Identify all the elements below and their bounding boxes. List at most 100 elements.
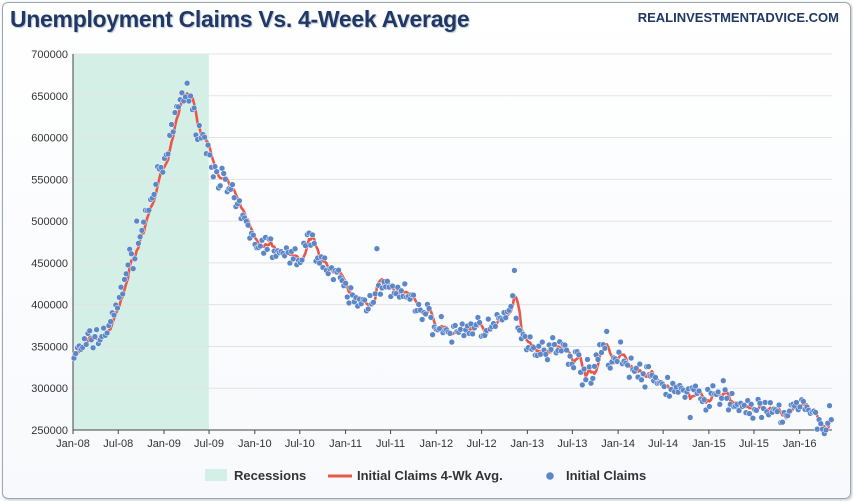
claims-point [446, 330, 454, 337]
claims-point [775, 401, 783, 409]
claims-point [119, 290, 126, 298]
claims-point [641, 383, 649, 391]
claims-point [591, 363, 598, 370]
claims-point [767, 399, 774, 406]
claims-point [774, 408, 781, 415]
claims-point [298, 256, 306, 264]
legend: Recessions Initial Claims 4-Wk Avg. Init… [205, 468, 646, 483]
claims-point [822, 426, 830, 434]
claims-point [117, 284, 125, 291]
claims-point [716, 401, 723, 408]
legend-swatch-recessions [205, 469, 227, 481]
claims-point [584, 356, 591, 363]
claims-point [347, 284, 354, 291]
claims-point [229, 181, 236, 188]
claims-point [335, 267, 342, 274]
claims-point [558, 347, 565, 355]
claims-point [448, 338, 455, 346]
claims-point [438, 313, 445, 320]
claims-point [615, 349, 623, 356]
claims-point [469, 330, 476, 338]
claims-point [110, 311, 118, 319]
claims-point [217, 182, 224, 189]
claims-point [626, 374, 633, 381]
claims-point [793, 399, 800, 406]
y-tick-label: 400000 [31, 300, 68, 312]
claims-point [748, 401, 755, 408]
claims-point [236, 197, 243, 204]
claims-point [607, 364, 614, 372]
claims-point [130, 265, 137, 272]
claims-point [128, 250, 135, 257]
claims-point [526, 333, 534, 341]
claims-point [570, 364, 577, 371]
x-tick-label: Jul-08 [103, 438, 133, 450]
claims-point [725, 406, 732, 414]
claims-point [140, 218, 147, 226]
y-tick-label: 350000 [31, 341, 68, 353]
claims-point [721, 386, 729, 393]
claims-point [720, 377, 727, 384]
claims-point [636, 360, 643, 368]
claims-point [753, 407, 760, 414]
claims-point [796, 403, 804, 411]
claims-point [83, 341, 90, 348]
claims-point [476, 319, 483, 326]
claims-point [311, 240, 318, 247]
claims-point [579, 381, 586, 389]
claims-point [131, 255, 139, 262]
claims-point [624, 361, 631, 369]
claims-point [107, 318, 114, 325]
x-tick-label: Jul-14 [648, 438, 678, 450]
claims-point [206, 151, 213, 159]
claims-point [613, 358, 621, 365]
y-tick-label: 650000 [31, 91, 68, 103]
claims-point [761, 399, 769, 406]
claims-point [86, 327, 93, 334]
claims-point [627, 354, 635, 362]
claims-point [220, 170, 227, 177]
x-tick-label: Jan-09 [147, 438, 181, 450]
claims-point [377, 291, 384, 298]
claims-point [652, 374, 659, 381]
claims-point [290, 255, 297, 263]
claims-point [709, 382, 717, 389]
claims-point [389, 282, 396, 290]
claims-point [460, 332, 468, 339]
claims-point [264, 246, 271, 253]
claims-point [692, 382, 699, 390]
claims-point [178, 89, 186, 96]
claims-point [513, 315, 520, 322]
claims-point [171, 109, 179, 116]
chart-title: Unemployment Claims Vs. 4-Week Average [10, 6, 470, 32]
claims-point [425, 305, 433, 312]
x-tick-label: Jul-13 [557, 438, 587, 450]
claims-point [521, 333, 529, 340]
claims-point [150, 191, 158, 198]
claims-point [204, 141, 212, 149]
claims-point [159, 169, 166, 176]
claims-point [539, 338, 546, 346]
claims-point [196, 122, 203, 129]
claims-point [723, 395, 730, 402]
claims-point [345, 299, 353, 307]
claims-point [344, 293, 351, 301]
claims-point [664, 374, 671, 381]
claims-point [291, 245, 299, 252]
claims-point [582, 376, 589, 383]
x-tick-label: Jan-11 [329, 438, 362, 450]
claims-point [170, 128, 177, 136]
claims-point [370, 299, 377, 306]
claims-point [286, 259, 294, 267]
claims-point [459, 320, 466, 328]
claims-point [267, 235, 274, 243]
claims-point [452, 322, 459, 329]
claims-point [547, 346, 555, 353]
claims-point [535, 343, 542, 350]
claims-point [728, 390, 736, 397]
claims-point [415, 301, 422, 308]
claims-point [366, 292, 374, 299]
claims-point [485, 315, 492, 323]
claims-point [398, 287, 405, 294]
claims-point [507, 303, 515, 310]
